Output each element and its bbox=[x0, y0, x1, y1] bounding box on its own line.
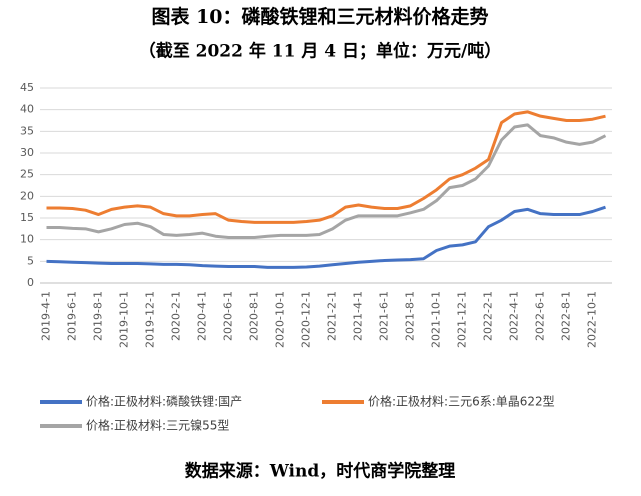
series-line bbox=[46, 205, 606, 269]
x-tick-label: 2021-10-1 bbox=[430, 291, 443, 348]
x-tick-label: 2022-8-1 bbox=[560, 291, 573, 341]
x-tick-label: 2020-2-1 bbox=[170, 291, 183, 341]
x-tick-label: 2020-12-1 bbox=[300, 291, 313, 348]
y-tick-label: 40 bbox=[20, 103, 34, 116]
chart-subtitle: （截至 2022 年 11 月 4 日；单位：万元/吨） bbox=[139, 41, 502, 62]
x-tick-label: 2022-10-1 bbox=[586, 291, 599, 348]
x-tick-label: 2020-4-1 bbox=[196, 291, 209, 341]
source-note: 数据来源：Wind，时代商学院整理 bbox=[185, 461, 456, 482]
legend-label: 价格:正极材料:三元6系:单晶622型 bbox=[368, 394, 555, 409]
x-tick-label: 2021-8-1 bbox=[404, 291, 417, 341]
y-tick-label: 10 bbox=[20, 233, 34, 246]
x-tick-label: 2020-10-1 bbox=[274, 291, 287, 348]
y-tick-label: 45 bbox=[20, 81, 34, 94]
x-tick-label: 2019-4-1 bbox=[40, 291, 53, 341]
x-tick-label: 2021-2-1 bbox=[326, 291, 339, 341]
x-tick-label: 2022-6-1 bbox=[534, 291, 547, 341]
x-tick-label: 2020-8-1 bbox=[248, 291, 261, 341]
x-tick-label: 2021-6-1 bbox=[378, 291, 391, 341]
x-tick-label: 2022-4-1 bbox=[508, 291, 521, 341]
x-tick-label: 2019-6-1 bbox=[66, 291, 79, 341]
chart-title: 图表 10：磷酸铁锂和三元材料价格走势 bbox=[151, 5, 488, 28]
legend-label: 价格:正极材料:磷酸铁锂:国产 bbox=[86, 394, 242, 409]
y-tick-label: 20 bbox=[20, 189, 34, 202]
y-tick-label: 0 bbox=[27, 276, 34, 289]
x-tick-label: 2019-8-1 bbox=[92, 291, 105, 341]
y-tick-label: 25 bbox=[20, 168, 34, 181]
series-line bbox=[46, 123, 607, 239]
series-line bbox=[46, 110, 606, 224]
y-tick-label: 30 bbox=[20, 146, 34, 159]
y-tick-label: 5 bbox=[27, 254, 34, 267]
y-tick-label: 15 bbox=[20, 211, 34, 224]
x-tick-label: 2021-4-1 bbox=[352, 291, 365, 341]
x-tick-label: 2019-10-1 bbox=[118, 291, 131, 348]
x-tick-label: 2021-12-1 bbox=[456, 291, 469, 348]
x-tick-label: 2022-2-1 bbox=[482, 291, 495, 341]
y-tick-label: 35 bbox=[20, 124, 34, 137]
x-tick-label: 2019-12-1 bbox=[144, 291, 157, 348]
legend-label: 价格:正极材料:三元镍55型 bbox=[86, 418, 229, 433]
x-tick-label: 2020-6-1 bbox=[222, 291, 235, 341]
